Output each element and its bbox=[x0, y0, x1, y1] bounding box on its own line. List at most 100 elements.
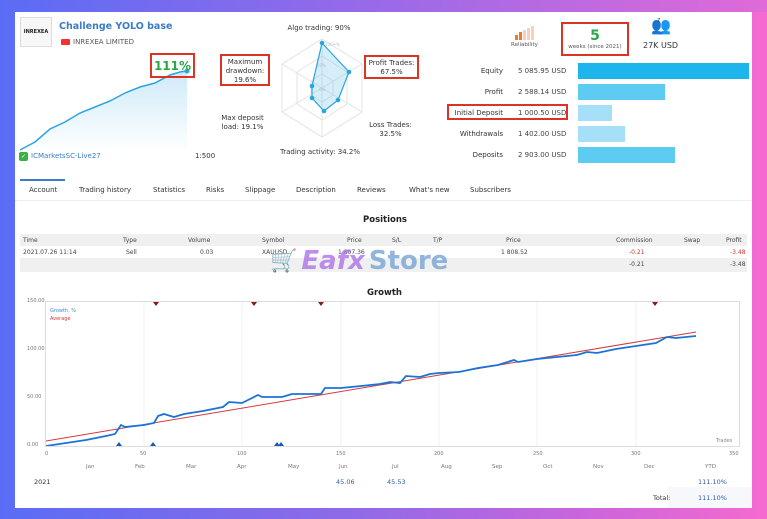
legend-growth: Growth, % bbox=[50, 308, 76, 314]
row-profit: -3.48 bbox=[730, 249, 746, 256]
month-dec: Dec bbox=[644, 464, 655, 470]
month-may: May bbox=[288, 464, 300, 470]
col-sl: S/L bbox=[392, 237, 402, 244]
max-drawdown-title-2: drawdown: bbox=[225, 67, 265, 75]
col-price-open: Price bbox=[347, 237, 362, 244]
month-sep: Sep bbox=[492, 464, 503, 470]
col-price-current: Price bbox=[506, 237, 521, 244]
month-jun: Jun bbox=[339, 464, 348, 470]
x-axis-label: Trades bbox=[715, 438, 733, 444]
tab-account[interactable]: Account bbox=[29, 186, 58, 194]
y-tick-100: 100.00 bbox=[27, 346, 45, 352]
withdrawals-bar bbox=[578, 126, 625, 142]
weeks-badge: 5 weeks (since 2021) bbox=[561, 22, 629, 56]
positions-title: Positions bbox=[363, 215, 407, 225]
table-header: Time Type Volume Symbol Price S/L T/P Pr… bbox=[20, 234, 747, 246]
tab-subscribers[interactable]: Subscribers bbox=[470, 186, 511, 194]
row-commission: -0.21 bbox=[629, 249, 645, 256]
tab-bar: Account Trading history Statistics Risks… bbox=[15, 179, 752, 201]
x-tick-150: 150 bbox=[336, 451, 346, 457]
algo-trading-label: Algo trading: 90% bbox=[287, 24, 351, 32]
totals-row: -0.21 -3.48 bbox=[20, 258, 747, 272]
jun-value[interactable]: 45.06 bbox=[336, 478, 355, 486]
tab-risks[interactable]: Risks bbox=[206, 186, 225, 194]
x-tick-300: 300 bbox=[631, 451, 641, 457]
x-tick-250: 250 bbox=[533, 451, 543, 457]
row-symbol: XAUUSD bbox=[262, 249, 288, 256]
month-oct: Oct bbox=[543, 464, 553, 470]
provider-logo: INREXEA bbox=[20, 17, 52, 47]
initial-deposit-value: 1 000.50 USD bbox=[518, 109, 567, 117]
month-apr: Apr bbox=[237, 464, 247, 470]
equity-value: 5 085.95 USD bbox=[518, 67, 567, 75]
month-jul: Jul bbox=[392, 464, 399, 470]
active-tab-indicator bbox=[20, 179, 65, 181]
verified-shield-icon: ✓ bbox=[19, 152, 28, 161]
page-background bbox=[0, 0, 767, 12]
loss-trades-title: Loss Trades: bbox=[369, 121, 412, 129]
max-drawdown-value: 19.6% bbox=[233, 76, 257, 84]
subscribers-icon: 👥 bbox=[651, 16, 671, 35]
weeks-value: 5 bbox=[590, 27, 600, 44]
table-row[interactable]: 2021.07.26 11:14 Sell 0.03 XAUUSD 1 807.… bbox=[20, 246, 747, 258]
month-mar: Mar bbox=[186, 464, 197, 470]
row-time: 2021.07.26 11:14 bbox=[23, 249, 77, 256]
ring-0-label: 0% bbox=[319, 87, 326, 92]
x-tick-100: 100 bbox=[237, 451, 247, 457]
col-commission: Commission bbox=[616, 237, 653, 244]
total-label: Total: bbox=[653, 494, 671, 502]
legend-average: Average bbox=[50, 316, 71, 322]
total-profit: -3.48 bbox=[730, 261, 746, 268]
tab-reviews[interactable]: Reviews bbox=[357, 186, 386, 194]
y-tick-50: 50.00 bbox=[27, 394, 42, 400]
broker-server[interactable]: ICMarketsSC-Live27 bbox=[31, 152, 101, 160]
gain-value: 111% bbox=[153, 58, 192, 73]
month-nov: Nov bbox=[593, 464, 604, 470]
reliability-label: Reliability bbox=[511, 42, 538, 48]
tab-whats-new[interactable]: What's new bbox=[409, 186, 450, 194]
max-deposit-title: Max deposit bbox=[221, 114, 264, 122]
tab-trading-history[interactable]: Trading history bbox=[79, 186, 131, 194]
initial-deposit-label: Initial Deposit bbox=[454, 109, 503, 117]
tab-statistics[interactable]: Statistics bbox=[153, 186, 185, 194]
weeks-label: weeks (since 2021) bbox=[568, 43, 622, 50]
x-tick-200: 200 bbox=[434, 451, 444, 457]
initial-deposit-highlight bbox=[447, 104, 568, 120]
col-time: Time bbox=[23, 237, 38, 244]
profit-trades-value: 67.5% bbox=[380, 68, 403, 76]
company-name[interactable]: INREXEA LIMITED bbox=[73, 38, 134, 46]
ring-50-label: 50% bbox=[317, 63, 326, 68]
youtube-icon[interactable] bbox=[61, 39, 70, 45]
ring-100-label: 100+% bbox=[325, 42, 340, 47]
growth-chart-plot: Growth, % Average Trades bbox=[45, 302, 733, 447]
signal-title[interactable]: Challenge YOLO base bbox=[59, 21, 173, 32]
month-feb: Feb bbox=[135, 464, 145, 470]
total-value: 111.10% bbox=[698, 494, 727, 502]
subscribers-count: 7 bbox=[657, 18, 661, 24]
total-cell-bg bbox=[668, 487, 752, 508]
profit-trades-label: Profit Trades: 67.5% bbox=[364, 55, 419, 79]
tab-description[interactable]: Description bbox=[296, 186, 336, 194]
tab-slippage[interactable]: Slippage bbox=[245, 186, 276, 194]
col-symbol: Symbol bbox=[262, 237, 285, 244]
max-deposit-value: load: 19.1% bbox=[221, 123, 264, 131]
trading-activity-label: Trading activity: 34.2% bbox=[279, 148, 361, 156]
year-label: 2021 bbox=[34, 478, 51, 486]
month-aug: Aug bbox=[441, 464, 452, 470]
y-tick-0: 0.00 bbox=[27, 442, 39, 448]
growth-title: Growth bbox=[367, 288, 402, 298]
row-price-open: 1 807.36 bbox=[338, 249, 365, 256]
deposits-bar bbox=[578, 147, 675, 163]
x-tick-350: 350 bbox=[729, 451, 739, 457]
max-deposit-load-label: Max deposit load: 19.1% bbox=[215, 114, 270, 132]
gain-badge: 111% bbox=[150, 53, 195, 78]
leverage: 1:500 bbox=[195, 152, 216, 160]
profit-bar bbox=[578, 84, 665, 100]
max-drawdown-title-1: Maximum bbox=[227, 58, 263, 66]
signal-panel: INREXEA Challenge YOLO base INREXEA LIMI… bbox=[15, 12, 752, 508]
col-swap: Swap bbox=[684, 237, 701, 244]
profit-label: Profit bbox=[484, 88, 503, 96]
col-volume: Volume bbox=[188, 237, 211, 244]
equity-bar bbox=[578, 63, 749, 79]
jul-value[interactable]: 45.53 bbox=[387, 478, 406, 486]
